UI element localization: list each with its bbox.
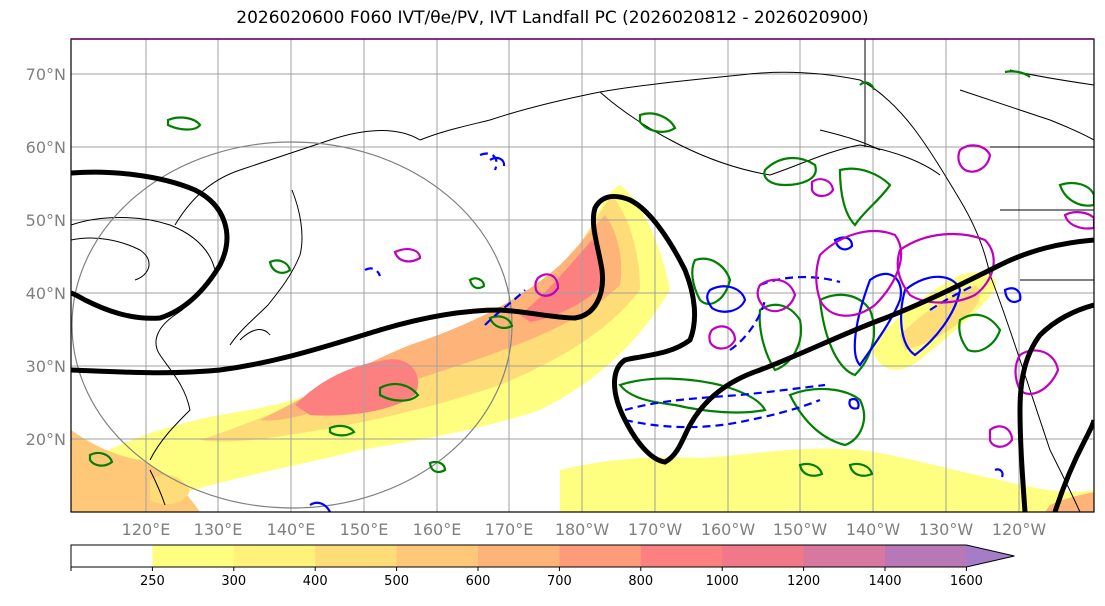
lon-label: 170°E [485, 520, 534, 539]
lat-label: 20°N [26, 430, 66, 449]
lon-label: 130°E [194, 520, 243, 539]
longitude-labels: 120°E 130°E 140°E 150°E 160°E 170°E 180°… [122, 520, 1047, 539]
pv-contours-blue-dashed [364, 152, 976, 429]
colorbar-segment [478, 545, 560, 567]
colorbar-tick-label: 1200 [787, 574, 820, 589]
colorbar-segment [315, 545, 398, 567]
colorbar-tick-label: 1000 [706, 574, 739, 589]
colorbar-tick-label: 600 [466, 574, 491, 589]
lon-label: 140°E [267, 520, 316, 539]
lon-label: 160°E [413, 520, 462, 539]
lat-label: 30°N [26, 357, 66, 376]
colorbar-tick-label: 300 [221, 574, 246, 589]
colorbar-segment [803, 545, 886, 567]
map-title: 2026020600 F060 IVT/θe/PV, IVT Landfall … [236, 8, 869, 28]
colorbar-tick-label: 800 [628, 574, 653, 589]
colorbar-segment [152, 545, 235, 567]
colorbar-tick-label: 1400 [868, 574, 901, 589]
lon-label: 120°W [992, 520, 1047, 539]
lon-label: 140°W [846, 520, 901, 539]
colorbar-segment [722, 545, 805, 567]
lat-label: 40°N [26, 284, 66, 303]
lon-label: 150°E [340, 520, 389, 539]
colorbar-segment [966, 545, 1015, 567]
colorbar-segment [233, 545, 316, 567]
colorbar-outline [70, 544, 1015, 568]
lon-label: 160°W [701, 520, 756, 539]
pv-contours-magenta [393, 144, 1094, 448]
lon-label: 180°W [555, 520, 610, 539]
lon-label: 120°E [122, 520, 171, 539]
colorbar-tick-label: 250 [140, 574, 165, 589]
ivt-landfall-lines [71, 169, 1094, 512]
colorbar-segment [71, 545, 153, 567]
colorbar: 250 300 400 500 600 700 800 1000 1200 1400 1600 [70, 544, 1015, 589]
latitude-labels: 70°N 60°N 50°N 40°N 30°N 20°N [26, 65, 66, 449]
lat-label: 60°N [26, 138, 66, 157]
lon-label: 130°W [919, 520, 974, 539]
colorbar-segment [885, 545, 967, 567]
colorbar-tick-label: 500 [384, 574, 409, 589]
colorbar-segment [640, 545, 723, 567]
colorbar-segment [396, 545, 479, 567]
lon-label: 150°W [773, 520, 828, 539]
lat-label: 70°N [26, 65, 66, 84]
colorbar-segment [559, 545, 642, 567]
map-graticule [71, 39, 1094, 512]
colorbar-tick-label: 1600 [950, 574, 983, 589]
colorbar-tick-label: 400 [303, 574, 328, 589]
colorbar-tick-label: 700 [547, 574, 572, 589]
lon-label: 170°W [628, 520, 683, 539]
lat-label: 50°N [26, 211, 66, 230]
